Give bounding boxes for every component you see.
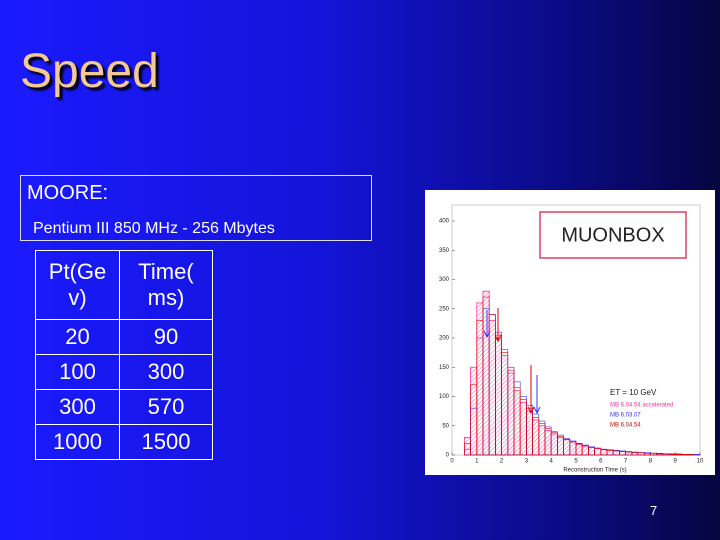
x-tick-label: 3 bbox=[525, 459, 529, 465]
header-line: Pt(Ge bbox=[48, 259, 107, 284]
cell: 1500 bbox=[119, 424, 213, 460]
y-tick-label: 150 bbox=[439, 365, 450, 371]
arrow bbox=[483, 310, 491, 339]
bar bbox=[612, 450, 620, 456]
bar bbox=[575, 444, 583, 456]
bar bbox=[550, 433, 558, 456]
figure: 0 50 100 150 200 250 300 350 400 0 1 2 3 4 5 6 7 8 9 10 MB 6… bbox=[425, 190, 715, 475]
cell: 90 bbox=[119, 319, 213, 355]
y-tick-label: 250 bbox=[439, 306, 450, 312]
label-box bbox=[539, 211, 687, 259]
bar bbox=[581, 445, 589, 456]
header-line: ms) bbox=[147, 285, 185, 310]
row: 100 300 bbox=[35, 354, 213, 390]
figure-label: MUONBOX bbox=[561, 224, 664, 246]
x-tick-label: 1 bbox=[475, 459, 479, 465]
header-line: Time( bbox=[138, 259, 194, 284]
title: Speed bbox=[20, 45, 159, 98]
header-row: Pt(Ge v) Time(ms) bbox=[35, 250, 213, 320]
bar bbox=[594, 448, 602, 456]
bar bbox=[606, 449, 614, 456]
bar bbox=[600, 449, 608, 456]
x-tick-label: 9 bbox=[674, 459, 678, 465]
y-tick-label: 300 bbox=[439, 277, 450, 283]
bar bbox=[569, 441, 577, 456]
bar bbox=[693, 454, 701, 456]
y-tick-label: 200 bbox=[439, 336, 450, 342]
bar bbox=[488, 320, 496, 456]
bar bbox=[587, 446, 595, 456]
info-box: MOORE: Pentium III 850 MHz - 256 Mbytes bbox=[20, 175, 372, 241]
bar bbox=[482, 290, 490, 456]
cell: 300 bbox=[119, 354, 213, 390]
bar bbox=[618, 451, 626, 456]
heading: MOORE: bbox=[27, 182, 109, 204]
bar bbox=[495, 337, 503, 456]
header-cell: Time(ms) bbox=[119, 250, 213, 320]
bar bbox=[674, 454, 682, 456]
bar bbox=[563, 439, 571, 456]
bar bbox=[631, 452, 639, 456]
header-line: v) bbox=[68, 285, 87, 310]
bar bbox=[513, 390, 521, 456]
bar bbox=[681, 454, 688, 456]
row: 1000 1500 bbox=[35, 424, 213, 460]
cell: 570 bbox=[119, 389, 213, 425]
bar bbox=[501, 355, 509, 456]
bar bbox=[476, 302, 484, 456]
y-tick-label: 50 bbox=[442, 423, 449, 429]
x-tick-label: 5 bbox=[574, 459, 578, 465]
header-cell: Pt(Ge v) bbox=[35, 250, 120, 320]
bar bbox=[687, 454, 695, 456]
row: 300 570 bbox=[35, 389, 213, 425]
cell: 300 bbox=[35, 389, 120, 425]
bar bbox=[507, 372, 515, 456]
y-tick-label: 0 bbox=[446, 453, 450, 459]
legend-entry: MB 6.04.54 bbox=[610, 423, 641, 429]
x-axis-label: Reconstruction Time (s) bbox=[563, 468, 626, 474]
y-tick-label: 350 bbox=[439, 248, 450, 254]
x-tick-label: 4 bbox=[550, 459, 554, 465]
x-tick-label: 0 bbox=[450, 459, 454, 465]
cell: 1000 bbox=[35, 424, 120, 460]
bar bbox=[464, 437, 472, 456]
x-tick-label: 7 bbox=[624, 459, 628, 465]
cell: 100 bbox=[35, 354, 120, 390]
bar bbox=[526, 410, 534, 456]
bar bbox=[538, 425, 546, 456]
bar bbox=[637, 452, 645, 456]
arrow bbox=[494, 308, 502, 343]
bar bbox=[668, 454, 676, 456]
bar bbox=[556, 437, 564, 456]
bar bbox=[625, 451, 633, 456]
y-tick-label: 100 bbox=[439, 394, 450, 400]
table: Pt(Ge v) Time(ms) 20 90 100 300 300 570 1000 1500 bbox=[35, 250, 213, 460]
legend-entry: MB 6.04.54 accelerated bbox=[610, 403, 673, 409]
bar bbox=[519, 401, 527, 456]
bar bbox=[544, 430, 552, 456]
arrow bbox=[533, 375, 541, 415]
x-tick-label: 10 bbox=[697, 459, 704, 465]
subheading: Pentium III 850 MHz - 256 Mbytes bbox=[33, 220, 275, 237]
arrow bbox=[527, 365, 535, 415]
x-tick-label: 8 bbox=[649, 459, 653, 465]
annotation: ET = 10 GeV bbox=[610, 388, 657, 397]
bar bbox=[532, 419, 540, 456]
page-number: 7 bbox=[650, 503, 658, 518]
cell: 20 bbox=[35, 319, 120, 355]
x-tick-label: 6 bbox=[599, 459, 603, 465]
bar bbox=[470, 366, 478, 456]
legend-entry: MB 6.03.07 bbox=[610, 413, 641, 419]
y-tick-label: 400 bbox=[439, 219, 450, 225]
x-tick-label: 2 bbox=[500, 459, 504, 465]
row: 20 90 bbox=[35, 319, 213, 355]
